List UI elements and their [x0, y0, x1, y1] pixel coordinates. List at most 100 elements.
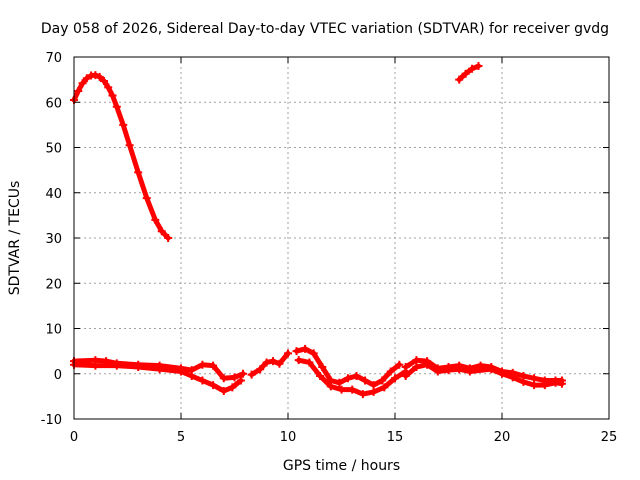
data-point — [228, 383, 237, 392]
data-point — [487, 365, 496, 374]
data-point — [219, 374, 228, 383]
data-point — [316, 372, 325, 381]
data-point — [99, 76, 108, 85]
data-point — [134, 362, 143, 371]
data-point — [369, 387, 378, 396]
x-axis-label: GPS time / hours — [283, 458, 400, 474]
x-tick-label: 15 — [387, 430, 404, 445]
data-point — [294, 356, 303, 365]
data-point — [468, 64, 477, 73]
data-point — [157, 227, 166, 236]
data-point — [108, 91, 117, 100]
data-point — [164, 234, 173, 242]
data-point — [455, 75, 464, 84]
series-6 — [292, 344, 404, 390]
series-line — [456, 63, 481, 83]
data-point — [318, 362, 327, 371]
y-tick-label: -10 — [41, 413, 62, 428]
data-point — [82, 74, 91, 83]
data-point — [557, 379, 566, 388]
x-axis: 0 5 10 15 20 25 — [70, 57, 617, 445]
data-point — [236, 376, 245, 385]
data-point — [361, 376, 370, 385]
data-point — [187, 372, 196, 381]
data-point — [119, 120, 128, 129]
data-point — [309, 349, 318, 358]
series-7 — [294, 356, 410, 399]
x-tick-label: 10 — [280, 430, 297, 445]
data-point — [301, 344, 310, 353]
data-point — [455, 365, 464, 374]
data-point — [305, 358, 314, 367]
data-point — [125, 141, 134, 150]
y-axis-label: SDTVAR / TECUs — [7, 181, 23, 296]
y-tick-label: 0 — [54, 368, 62, 383]
data-point — [78, 79, 87, 88]
data-point — [395, 360, 404, 369]
data-point — [269, 357, 278, 366]
y-tick-label: 30 — [45, 232, 62, 247]
data-point — [198, 360, 207, 369]
data-point — [91, 71, 100, 80]
x-tick-label: 5 — [177, 430, 185, 445]
series-9 — [401, 360, 566, 390]
data-point — [95, 72, 104, 81]
y-tick-label: 40 — [45, 187, 62, 202]
y-tick-label: 60 — [45, 96, 62, 111]
series-line — [71, 72, 171, 241]
data-point — [209, 381, 218, 390]
data-point — [386, 367, 395, 376]
data-point — [412, 356, 421, 365]
data-point — [155, 365, 164, 374]
data-point — [256, 365, 265, 374]
data-point — [284, 349, 292, 358]
data-point — [348, 385, 357, 394]
data-point — [412, 362, 421, 371]
y-tick-label: 50 — [45, 142, 62, 157]
series-5 — [247, 349, 292, 379]
y-tick-label: 20 — [45, 277, 62, 292]
data-point — [378, 376, 387, 385]
data-point — [369, 381, 378, 390]
y-axis: -10 0 10 20 30 40 50 60 70 — [41, 51, 609, 428]
series-layer — [70, 62, 566, 399]
data-point — [112, 361, 121, 370]
data-point — [498, 369, 506, 378]
y-tick-label: 10 — [45, 323, 62, 338]
data-point — [401, 372, 410, 381]
data-point — [433, 367, 442, 376]
data-point — [401, 362, 410, 371]
data-point — [247, 370, 256, 379]
x-tick-label: 0 — [70, 430, 78, 445]
data-point — [474, 62, 483, 71]
data-point — [540, 381, 549, 390]
data-point — [352, 372, 361, 381]
data-point — [198, 376, 207, 385]
data-point — [230, 373, 239, 382]
data-point — [380, 383, 389, 392]
data-point — [177, 367, 185, 376]
data-point — [530, 374, 539, 383]
series-line — [403, 357, 565, 383]
data-point — [326, 382, 335, 391]
data-point — [423, 360, 432, 369]
data-point — [275, 359, 284, 368]
data-point — [530, 381, 539, 390]
series-4 — [70, 360, 245, 395]
data-point — [391, 374, 399, 383]
data-point — [104, 83, 113, 92]
data-point — [134, 168, 143, 177]
data-point — [519, 377, 528, 386]
data-point — [337, 385, 346, 394]
data-point — [112, 102, 121, 111]
data-point — [74, 86, 83, 95]
chart-title: Day 058 of 2026, Sidereal Day-to-day VTE… — [41, 21, 609, 37]
data-point — [91, 361, 100, 370]
data-point — [209, 361, 218, 370]
data-point — [343, 374, 352, 383]
data-point — [358, 390, 367, 399]
series-2 — [455, 62, 483, 84]
data-point — [239, 369, 248, 378]
data-point — [142, 194, 151, 203]
